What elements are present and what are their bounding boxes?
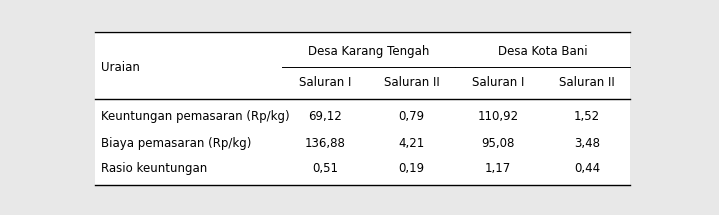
Text: Desa Karang Tengah: Desa Karang Tengah: [308, 45, 429, 58]
Text: Saluran I: Saluran I: [299, 76, 352, 89]
Text: 3,48: 3,48: [574, 137, 600, 150]
Text: Saluran II: Saluran II: [384, 76, 439, 89]
Text: 110,92: 110,92: [477, 109, 518, 123]
Text: 0,19: 0,19: [398, 162, 425, 175]
Text: 95,08: 95,08: [481, 137, 515, 150]
Text: 136,88: 136,88: [305, 137, 346, 150]
Text: 0,79: 0,79: [398, 109, 425, 123]
Text: 1,17: 1,17: [485, 162, 511, 175]
Text: Desa Kota Bani: Desa Kota Bani: [498, 45, 587, 58]
Text: Saluran I: Saluran I: [472, 76, 524, 89]
Text: Keuntungan pemasaran (Rp/kg): Keuntungan pemasaran (Rp/kg): [101, 109, 290, 123]
Text: Biaya pemasaran (Rp/kg): Biaya pemasaran (Rp/kg): [101, 137, 252, 150]
Text: Uraian: Uraian: [101, 61, 140, 74]
Text: 69,12: 69,12: [308, 109, 342, 123]
Text: 4,21: 4,21: [398, 137, 425, 150]
Text: Rasio keuntungan: Rasio keuntungan: [101, 162, 207, 175]
Text: 0,44: 0,44: [574, 162, 600, 175]
Text: 0,51: 0,51: [312, 162, 339, 175]
Text: 1,52: 1,52: [574, 109, 600, 123]
Text: Saluran II: Saluran II: [559, 76, 615, 89]
